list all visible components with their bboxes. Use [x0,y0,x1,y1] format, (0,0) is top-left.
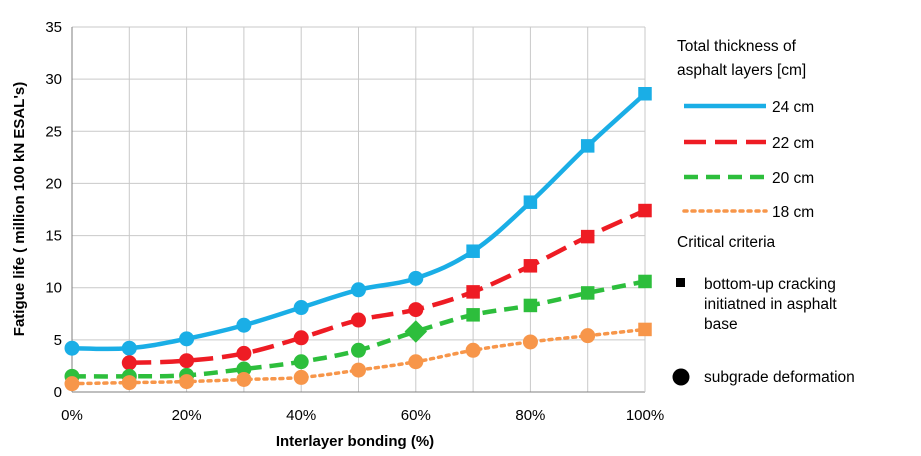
y-tick-label: 35 [45,19,62,36]
data-point [179,353,195,369]
data-point [121,355,137,371]
data-point [293,330,309,346]
data-point [64,340,80,356]
y-tick-label: 0 [54,384,62,401]
data-point [523,259,538,273]
data-point [523,298,538,313]
criteria-entry: subgrade deformation [672,368,855,386]
data-point [638,274,652,289]
criteria-entry: bottom-up cracking initiatned in asphalt b… [676,276,837,333]
x-tick-label: 60% [401,407,431,424]
legend-label: 24 cm [772,99,814,116]
legend-title-line-1: Total thickness of [677,38,797,55]
series-line [129,208,646,366]
y-tick-label: 15 [45,228,62,245]
legend-entry: 18 cm [682,204,814,221]
data-point [351,282,366,298]
data-point [121,375,137,391]
y-tick-label: 20 [45,175,62,192]
y-tick-label: 30 [45,71,62,88]
data-point [522,334,538,350]
data-point [236,371,252,387]
x-tick-label: 40% [286,407,316,424]
data-point [580,328,596,344]
data-point [580,286,595,300]
y-tick-label: 10 [45,280,62,297]
data-point [404,320,428,343]
data-point [121,340,137,356]
series-24-cm [64,86,652,356]
legend: Total thickness of asphalt layers [cm] 2… [672,38,855,386]
legend-entries: 24 cm 22 cm 20 cm 18 cm [682,99,814,221]
y-tick-labels: 0 5 10 15 20 25 30 35 [45,19,62,401]
data-point [351,312,366,328]
data-point [638,322,652,337]
criteria-title: Critical criteria [677,234,776,251]
criteria-square-marker [676,278,685,287]
data-point [408,270,424,286]
data-point [179,374,195,390]
data-point [466,244,480,258]
data-point [466,285,480,299]
criteria-entries: bottom-up cracking initiatned in asphalt b… [672,276,855,386]
data-point [408,302,424,318]
x-tick-label: 0% [61,407,83,424]
criteria-circle-marker [672,368,690,386]
data-point [293,369,309,385]
data-point [236,345,252,361]
data-point [351,362,366,378]
legend-title-line-2: asphalt layers [cm] [677,62,806,79]
data-point [236,317,252,333]
data-point [293,300,309,316]
series-lines [64,86,652,392]
series-22-cm [121,203,652,371]
data-point [523,195,538,209]
legend-label: 22 cm [772,135,814,152]
criteria-label: bottom-up cracking [704,276,836,293]
x-axis-title: Interlayer bonding (%) [276,433,434,450]
criteria-label: initiatned in asphalt [704,296,837,313]
series-18-cm [64,322,652,392]
data-point [638,86,652,101]
data-point [408,354,424,370]
criteria-label: subgrade deformation [704,369,855,386]
data-point [64,376,80,392]
data-point [236,361,252,377]
legend-entry: 20 cm [684,170,814,187]
data-point [638,203,652,218]
data-point [466,308,480,322]
y-tick-label: 5 [54,332,62,349]
legend-label: 20 cm [772,170,814,187]
data-point [465,342,481,358]
data-point [179,331,195,347]
legend-label: 18 cm [772,204,814,221]
data-point [580,139,595,153]
data-point [351,342,366,358]
x-tick-label: 80% [515,407,545,424]
x-tick-labels: 0% 20% 40% 60% 80% 100% [61,407,664,424]
data-point [293,354,309,370]
x-tick-label: 100% [626,407,664,424]
legend-entry: 22 cm [684,135,814,152]
legend-entry: 24 cm [684,99,814,116]
data-point [580,229,595,244]
y-axis-title: Fatigue life ( million 100 kN ESAL's) [11,82,28,336]
x-tick-label: 20% [172,407,202,424]
y-tick-label: 25 [45,123,62,140]
criteria-label: base [704,316,738,333]
